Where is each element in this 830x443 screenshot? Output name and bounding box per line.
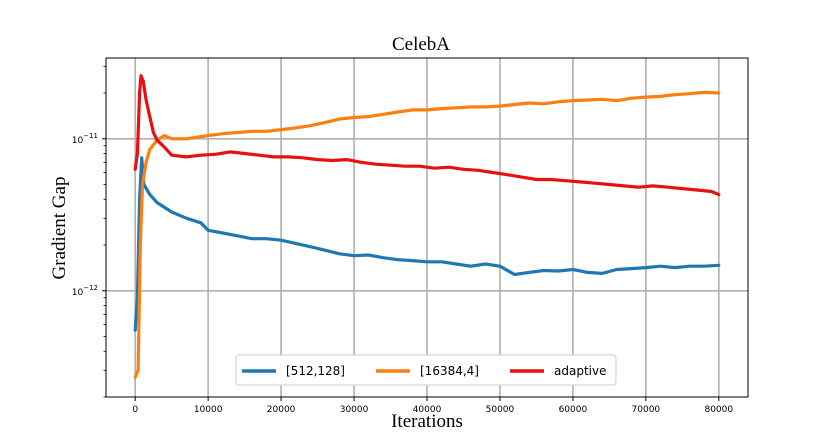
chart-title: CelebA [392, 34, 450, 55]
x-tick-label: 20000 [267, 405, 296, 415]
y-tick-label: 10−11 [72, 132, 98, 146]
legend-box [235, 354, 617, 386]
legend-label: adaptive [554, 364, 606, 378]
grid [106, 58, 748, 397]
y-axis-ticks: 10−11 10−12 [72, 65, 106, 398]
x-tick-label: 0 [132, 405, 138, 415]
legend: [512,128] [16384,4] adaptive [235, 354, 617, 386]
series-line [133, 90, 721, 379]
x-tick-label: 60000 [559, 405, 588, 415]
x-tick-label: 30000 [340, 405, 369, 415]
series-line [133, 74, 721, 197]
y-tick-label: 10−12 [72, 284, 98, 298]
x-axis-ticks: 0 10000 20000 30000 40000 50000 60000 70000 8000… [132, 397, 733, 415]
x-tick-label: 40000 [413, 405, 442, 415]
x-tick-label: 50000 [486, 405, 515, 415]
legend-label: [16384,4] [420, 364, 479, 378]
x-tick-label: 10000 [194, 405, 223, 415]
series-line [133, 156, 721, 332]
series-layer [133, 74, 721, 379]
y-axis-label: Gradient Gap [49, 177, 70, 280]
x-tick-label: 70000 [632, 405, 661, 415]
legend-label: [512,128] [286, 364, 345, 378]
x-tick-label: 80000 [704, 405, 733, 415]
x-axis-label: Iterations [391, 411, 463, 432]
